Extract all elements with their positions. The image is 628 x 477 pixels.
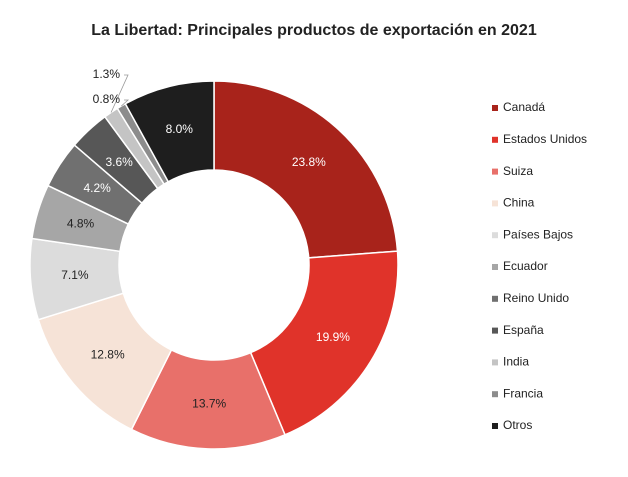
value-label: 12.8% <box>91 347 125 361</box>
legend-label: Francia <box>503 386 543 400</box>
chart-title: La Libertad: Principales productos de ex… <box>91 22 537 39</box>
legend-swatch <box>492 423 498 429</box>
legend-label: Suiza <box>503 164 533 178</box>
legend-label: Países Bajos <box>503 227 573 241</box>
slice <box>213 80 399 259</box>
legend-label: Estados Unidos <box>503 132 587 146</box>
legend-swatch <box>492 232 498 239</box>
value-label: 8.0% <box>166 122 194 136</box>
value-label: 7.1% <box>61 268 89 282</box>
legend-swatch <box>492 105 498 111</box>
slice <box>249 250 399 436</box>
legend-label: India <box>503 355 529 369</box>
legend-swatch <box>492 327 498 334</box>
value-label: 4.2% <box>83 181 111 195</box>
slice <box>124 80 215 183</box>
value-label: 0.8% <box>93 92 121 106</box>
legend-label: Canadá <box>503 100 545 114</box>
legend-swatch <box>492 168 498 175</box>
legend-label: Ecuador <box>503 259 548 273</box>
legend-label: Reino Unido <box>503 291 569 305</box>
legend-swatch <box>492 359 498 366</box>
legend-label: España <box>503 323 544 337</box>
legend-label: China <box>503 196 535 210</box>
value-label: 3.6% <box>105 155 133 169</box>
leader-line <box>121 99 130 107</box>
legend-swatch <box>492 391 498 398</box>
value-label: 4.8% <box>67 217 95 231</box>
value-label: 13.7% <box>192 397 226 411</box>
legend-swatch <box>492 295 498 302</box>
value-label: 19.9% <box>316 330 350 344</box>
value-label: 23.8% <box>292 155 326 169</box>
legend-swatch <box>492 264 498 270</box>
legend-label: Otros <box>503 418 532 432</box>
leader-line <box>110 74 129 113</box>
legend-swatch <box>492 200 498 207</box>
value-label: 1.3% <box>93 67 121 81</box>
legend-swatch <box>492 136 498 143</box>
